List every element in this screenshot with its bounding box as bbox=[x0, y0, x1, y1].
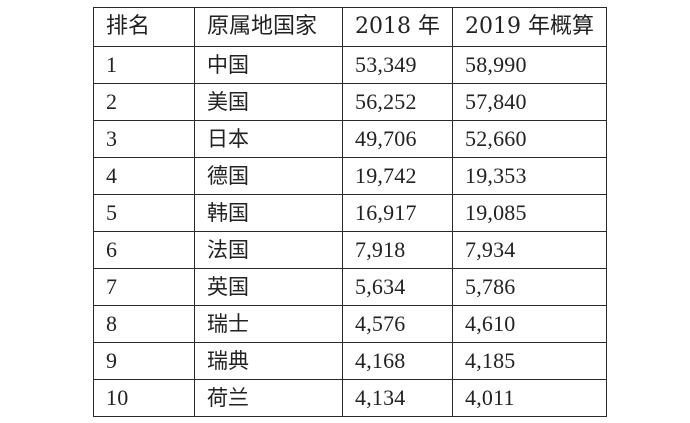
country-cell: 德国 bbox=[194, 157, 343, 195]
table-row: 7 英国 5,634 5,786 bbox=[93, 268, 607, 306]
value-2019-cell: 57,840 bbox=[452, 83, 607, 121]
value-2018-cell: 4,576 bbox=[342, 305, 453, 343]
table-row: 1 中国 53,349 58,990 bbox=[93, 46, 607, 84]
rank-cell: 1 bbox=[93, 46, 195, 84]
country-cell: 韩国 bbox=[194, 194, 343, 232]
value-2018-cell: 19,742 bbox=[342, 157, 453, 195]
table-row: 6 法国 7,918 7,934 bbox=[93, 231, 607, 269]
rank-cell: 9 bbox=[93, 342, 195, 380]
rank-cell: 6 bbox=[93, 231, 195, 269]
value-2019-cell: 4,011 bbox=[452, 379, 607, 417]
rank-cell: 2 bbox=[93, 83, 195, 121]
rank-cell: 8 bbox=[93, 305, 195, 343]
value-2018-cell: 56,252 bbox=[342, 83, 453, 121]
country-cell: 美国 bbox=[194, 83, 343, 121]
value-2019-cell: 7,934 bbox=[452, 231, 607, 269]
table-row: 2 美国 56,252 57,840 bbox=[93, 83, 607, 121]
value-2018-cell: 16,917 bbox=[342, 194, 453, 232]
country-cell: 法国 bbox=[194, 231, 343, 269]
rank-cell: 7 bbox=[93, 268, 195, 306]
value-2018-cell: 4,134 bbox=[342, 379, 453, 417]
table-header: 排名 原属地国家 2018 年 2019 年概算 bbox=[93, 7, 607, 47]
table-row: 4 德国 19,742 19,353 bbox=[93, 157, 607, 195]
rank-cell: 5 bbox=[93, 194, 195, 232]
country-cell: 日本 bbox=[194, 120, 343, 158]
table-row: 8 瑞士 4,576 4,610 bbox=[93, 305, 607, 343]
header-row: 排名 原属地国家 2018 年 2019 年概算 bbox=[93, 7, 607, 47]
value-2019-cell: 4,610 bbox=[452, 305, 607, 343]
value-2019-cell: 19,353 bbox=[452, 157, 607, 195]
country-cell: 中国 bbox=[194, 46, 343, 84]
table-row: 3 日本 49,706 52,660 bbox=[93, 120, 607, 158]
value-2018-cell: 4,168 bbox=[342, 342, 453, 380]
country-cell: 荷兰 bbox=[194, 379, 343, 417]
table-container: 排名 原属地国家 2018 年 2019 年概算 1 中国 53,349 58,… bbox=[93, 7, 607, 417]
ranking-table: 排名 原属地国家 2018 年 2019 年概算 1 中国 53,349 58,… bbox=[93, 7, 607, 417]
table-row: 5 韩国 16,917 19,085 bbox=[93, 194, 607, 232]
value-2019-cell: 4,185 bbox=[452, 342, 607, 380]
value-2018-cell: 49,706 bbox=[342, 120, 453, 158]
value-2018-cell: 7,918 bbox=[342, 231, 453, 269]
country-cell: 瑞典 bbox=[194, 342, 343, 380]
header-2019-estimate: 2019 年概算 bbox=[452, 7, 607, 47]
table-body: 1 中国 53,349 58,990 2 美国 56,252 57,840 3 … bbox=[93, 46, 607, 417]
country-cell: 英国 bbox=[194, 268, 343, 306]
value-2019-cell: 58,990 bbox=[452, 46, 607, 84]
value-2018-cell: 53,349 bbox=[342, 46, 453, 84]
header-2018: 2018 年 bbox=[342, 7, 453, 47]
table-row: 9 瑞典 4,168 4,185 bbox=[93, 342, 607, 380]
value-2019-cell: 52,660 bbox=[452, 120, 607, 158]
rank-cell: 3 bbox=[93, 120, 195, 158]
rank-cell: 10 bbox=[93, 379, 195, 417]
table-row: 10 荷兰 4,134 4,011 bbox=[93, 379, 607, 417]
value-2019-cell: 19,085 bbox=[452, 194, 607, 232]
header-country: 原属地国家 bbox=[194, 7, 343, 47]
country-cell: 瑞士 bbox=[194, 305, 343, 343]
rank-cell: 4 bbox=[93, 157, 195, 195]
value-2018-cell: 5,634 bbox=[342, 268, 453, 306]
header-rank: 排名 bbox=[93, 7, 195, 47]
value-2019-cell: 5,786 bbox=[452, 268, 607, 306]
